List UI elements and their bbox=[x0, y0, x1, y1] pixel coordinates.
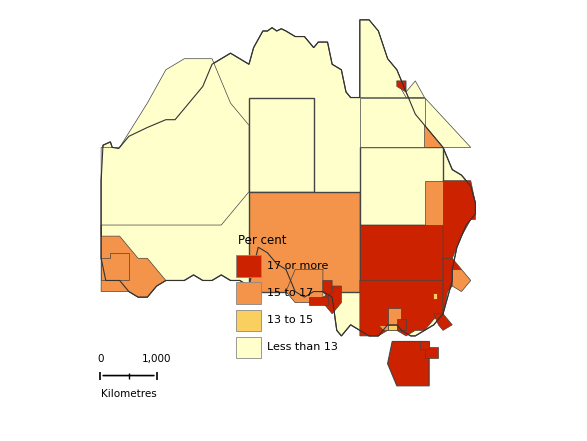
Polygon shape bbox=[249, 192, 360, 292]
Polygon shape bbox=[360, 97, 424, 147]
Polygon shape bbox=[420, 341, 429, 349]
Text: 0: 0 bbox=[97, 354, 104, 364]
FancyBboxPatch shape bbox=[236, 255, 261, 277]
Text: Kilometres: Kilometres bbox=[100, 389, 156, 399]
Polygon shape bbox=[360, 225, 443, 314]
Text: 15 to 17: 15 to 17 bbox=[267, 288, 313, 298]
Polygon shape bbox=[101, 59, 249, 225]
Polygon shape bbox=[424, 181, 443, 225]
Polygon shape bbox=[424, 125, 443, 147]
Text: 17 or more: 17 or more bbox=[267, 261, 329, 271]
Polygon shape bbox=[360, 20, 424, 97]
Polygon shape bbox=[101, 20, 475, 336]
Polygon shape bbox=[360, 147, 443, 225]
Text: 13 to 15: 13 to 15 bbox=[267, 315, 313, 325]
Polygon shape bbox=[309, 297, 328, 305]
FancyBboxPatch shape bbox=[236, 337, 261, 358]
Polygon shape bbox=[387, 325, 397, 330]
Text: Less than 13: Less than 13 bbox=[267, 342, 338, 352]
Polygon shape bbox=[452, 269, 471, 292]
Polygon shape bbox=[101, 225, 166, 297]
Polygon shape bbox=[286, 269, 323, 303]
Polygon shape bbox=[360, 280, 443, 336]
Polygon shape bbox=[323, 286, 342, 314]
Polygon shape bbox=[443, 258, 461, 314]
Polygon shape bbox=[397, 81, 406, 92]
Text: 1,000: 1,000 bbox=[142, 354, 171, 364]
Polygon shape bbox=[101, 253, 129, 280]
Polygon shape bbox=[424, 347, 438, 358]
Polygon shape bbox=[387, 308, 402, 325]
Polygon shape bbox=[360, 225, 443, 280]
Polygon shape bbox=[397, 81, 471, 147]
Polygon shape bbox=[443, 181, 475, 280]
Polygon shape bbox=[387, 341, 429, 386]
Polygon shape bbox=[323, 280, 332, 297]
Polygon shape bbox=[434, 314, 452, 330]
FancyBboxPatch shape bbox=[236, 310, 261, 331]
Text: Per cent: Per cent bbox=[238, 235, 286, 247]
Polygon shape bbox=[397, 319, 406, 330]
Polygon shape bbox=[433, 293, 437, 299]
Polygon shape bbox=[249, 97, 313, 192]
Polygon shape bbox=[379, 325, 387, 330]
FancyBboxPatch shape bbox=[236, 282, 261, 304]
